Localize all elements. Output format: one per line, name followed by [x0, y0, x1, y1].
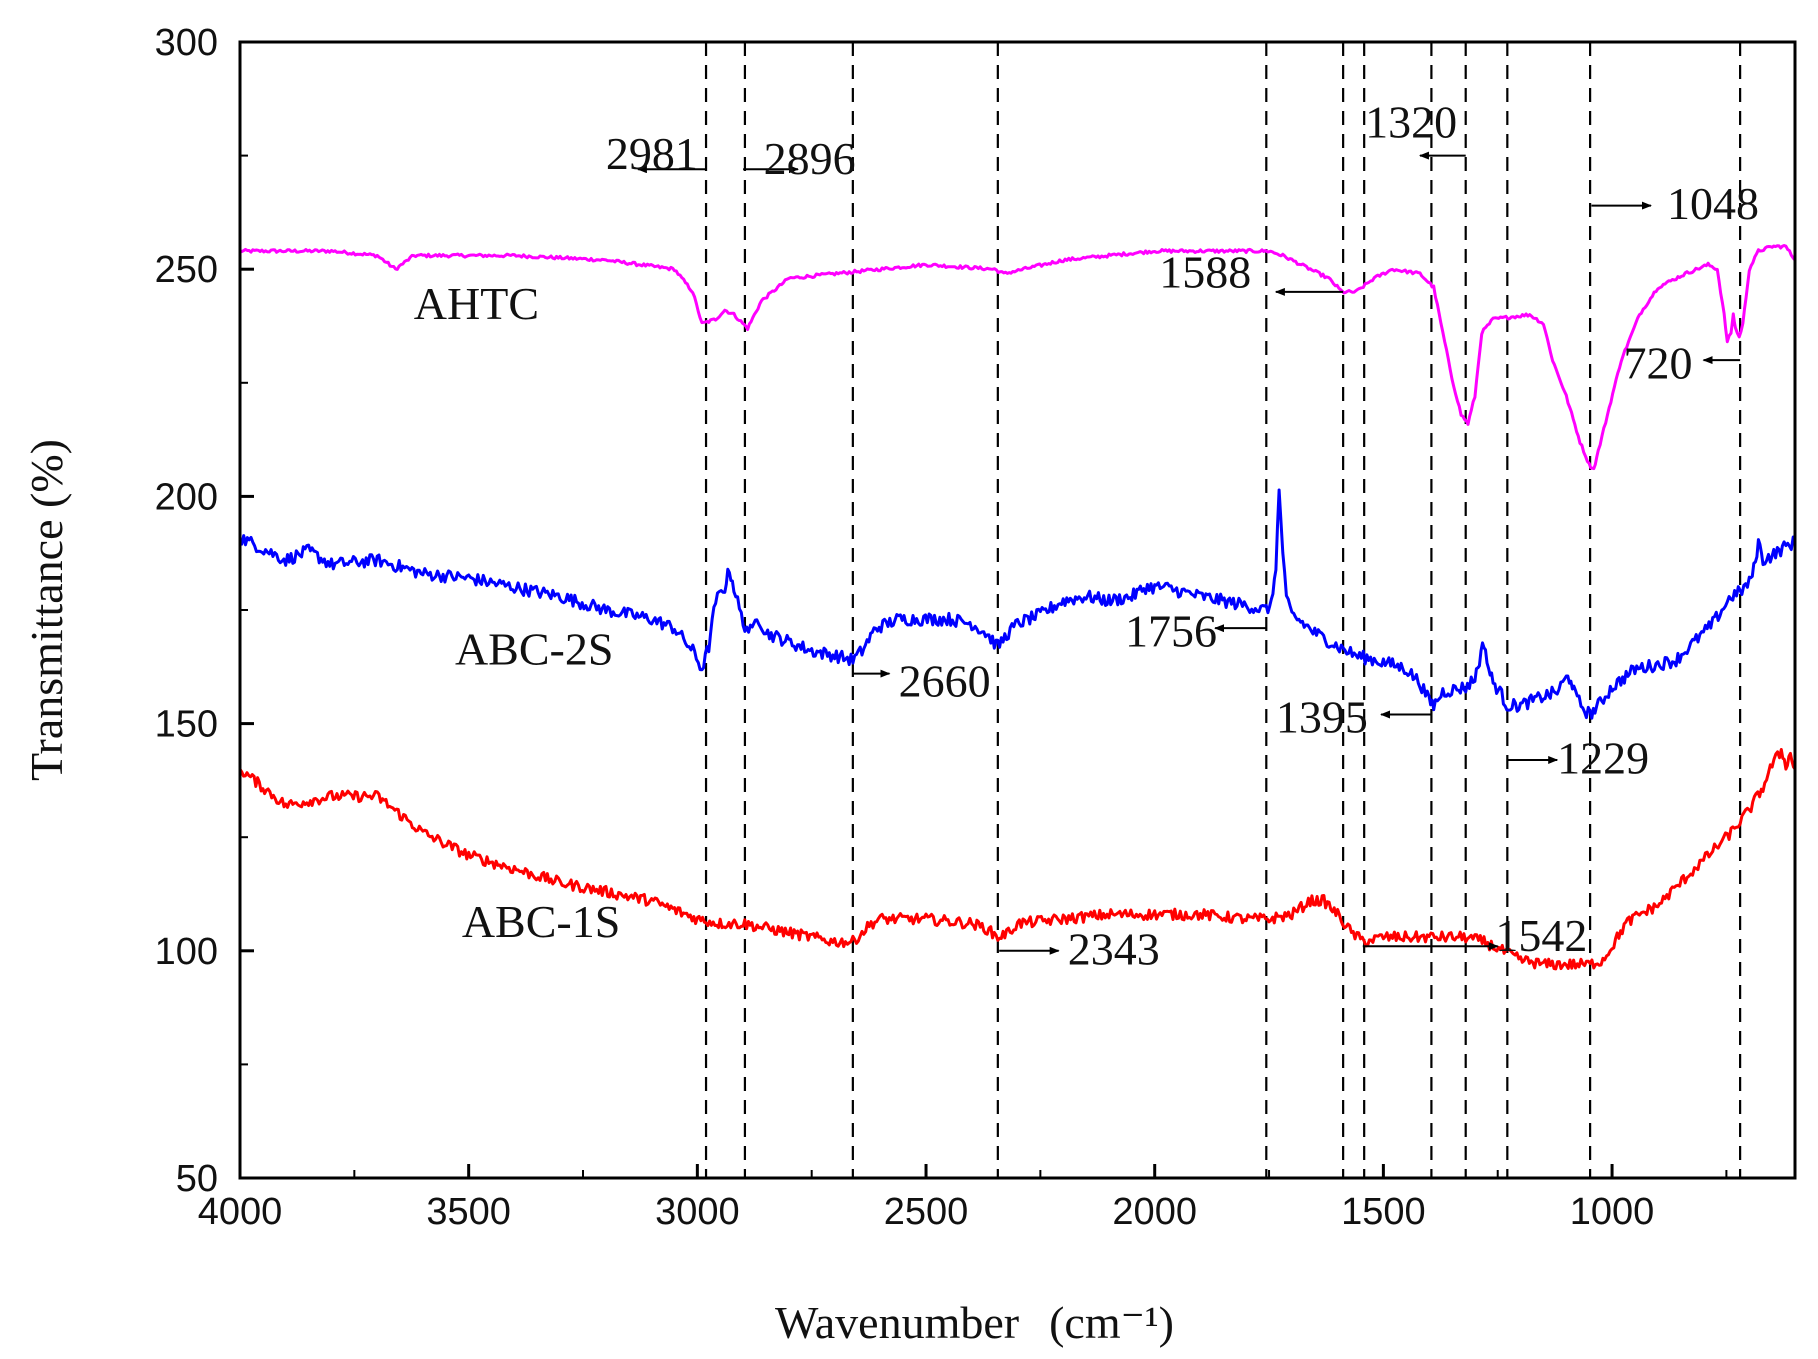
annotation-label: 2660: [899, 655, 991, 706]
spectra: [238, 244, 1797, 971]
axis-titles: Wavenumber (cm⁻¹) Transmittance (%): [21, 439, 1174, 1348]
annotation-label: 1542: [1495, 910, 1587, 961]
annotation-720: 720: [1623, 337, 1741, 388]
x-tick-label: 4000: [198, 1191, 283, 1233]
annotation-1048: 1048: [1591, 178, 1759, 229]
annotation-1320: 1320: [1365, 96, 1466, 160]
series-label-abc-2s: ABC-2S: [455, 624, 613, 675]
y-axis-title: Transmittance (%): [21, 439, 72, 781]
annotations: 2981 2896 1320 1048 1588 720 1756 2660 1395 1229 2…: [606, 96, 1759, 974]
annotation-2981: 2981: [606, 128, 707, 179]
annotation-label: 2896: [764, 133, 856, 184]
x-axis-title-text: Wavenumber: [775, 1297, 1019, 1348]
y-tick-label: 250: [155, 249, 218, 291]
y-tick-label: 300: [155, 22, 218, 64]
annotation-2660: 2660: [852, 655, 991, 706]
annotation-label: 1048: [1667, 178, 1759, 229]
series-ahtc: [239, 244, 1797, 471]
x-axis-title-unit: (cm⁻¹): [1049, 1297, 1174, 1348]
series-labels: AHTC ABC-2S ABC-1S: [414, 278, 621, 947]
annotation-label: 1756: [1125, 605, 1217, 656]
x-axis-title: Wavenumber (cm⁻¹): [775, 1297, 1174, 1348]
y-tick-label: 50: [176, 1158, 218, 1200]
annotation-label: 720: [1623, 337, 1692, 388]
y-tick-label: 100: [155, 931, 218, 973]
plot-frame: [238, 40, 1797, 1180]
axis-ticks: 4000 3500 3000 2500 2000 1500 1000 50 100 150 200 2…: [155, 22, 1728, 1233]
y-tick-label: 150: [155, 704, 218, 746]
annotation-label: 1229: [1557, 733, 1649, 784]
x-tick-label: 3500: [426, 1191, 511, 1233]
x-tick-label: 1000: [1570, 1191, 1655, 1233]
plot-border: [238, 40, 1797, 1180]
annotation-label: 2343: [1068, 923, 1160, 974]
annotation-1542: 1542: [1362, 910, 1587, 961]
annotation-label: 2981: [606, 128, 698, 179]
series-label-ahtc: AHTC: [414, 278, 539, 329]
x-tick-label: 3000: [655, 1191, 740, 1233]
series-abc-1s: [238, 748, 1797, 971]
annotation-1588: 1588: [1159, 246, 1344, 297]
annotation-1395: 1395: [1276, 692, 1432, 743]
annotation-1229: 1229: [1507, 733, 1649, 784]
annotation-label: 1395: [1276, 692, 1368, 743]
y-tick-label: 200: [155, 476, 218, 518]
annotation-1756: 1756: [1125, 605, 1267, 656]
reference-lines: [704, 42, 1742, 1178]
x-tick-label: 2000: [1112, 1191, 1197, 1233]
annotation-label: 1320: [1365, 96, 1457, 147]
x-tick-label: 1500: [1341, 1191, 1426, 1233]
series-label-abc-1s: ABC-1S: [462, 896, 620, 947]
series-abc-2s: [238, 488, 1797, 720]
annotation-label: 1588: [1159, 246, 1251, 297]
annotation-2343: 2343: [999, 923, 1160, 974]
x-tick-label: 2500: [884, 1191, 969, 1233]
annotation-2896: 2896: [743, 133, 856, 184]
